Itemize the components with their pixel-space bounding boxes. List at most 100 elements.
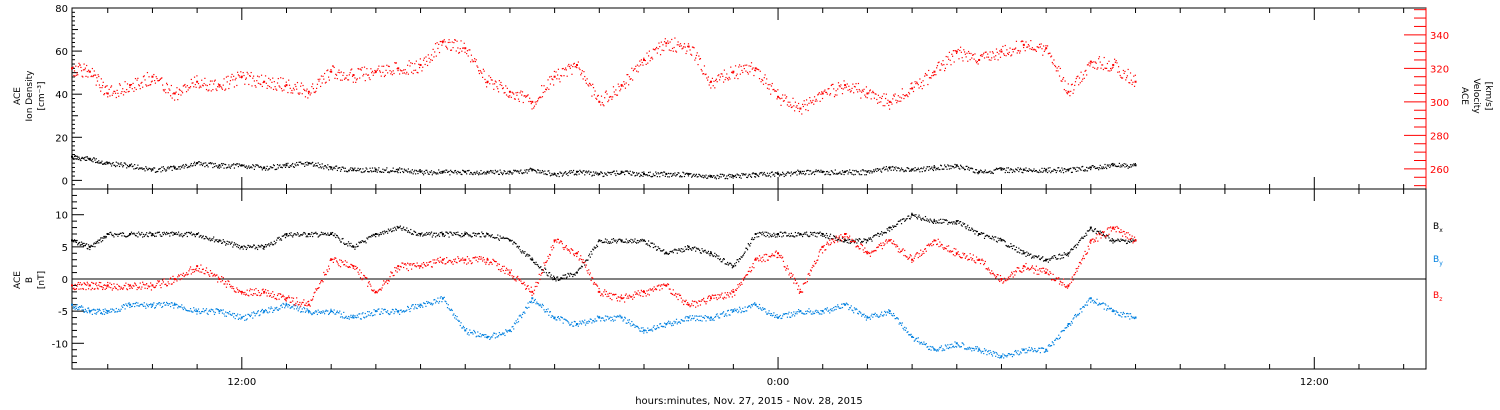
velocity-dot (1116, 62, 1118, 64)
bx-dot (550, 274, 552, 276)
bx-dot (1127, 240, 1129, 242)
ion-density-dot (891, 166, 893, 168)
ion-density-dot (372, 170, 374, 173)
ion-density-dot (397, 172, 399, 174)
ion-density-dot (1037, 171, 1039, 173)
velocity-dot (898, 100, 900, 102)
bx-dot (985, 235, 987, 237)
velocity-dot (522, 101, 524, 104)
velocity-dot (492, 83, 494, 85)
by-dot (188, 310, 190, 312)
velocity-dot (1007, 52, 1009, 55)
bx-dot (517, 247, 520, 249)
ion-density-dot (256, 164, 259, 166)
velocity-dot (761, 78, 763, 81)
bx-dot (150, 235, 153, 237)
ion-density-dot (679, 176, 681, 178)
velocity-dot (815, 98, 817, 100)
velocity-dot (1133, 85, 1136, 87)
bx-dot (93, 243, 95, 245)
bx-dot (855, 238, 857, 240)
by-dot (100, 311, 102, 314)
ion-density-dot (868, 170, 870, 172)
velocity-dot (110, 85, 113, 87)
by-dot (347, 315, 350, 318)
ion-density-dot (1114, 165, 1116, 167)
by-dot (228, 313, 230, 315)
by-dot (138, 305, 141, 307)
velocity-dot (248, 75, 251, 77)
ion-density-dot (220, 166, 222, 168)
by-dot (550, 316, 552, 318)
ion-density-dot (943, 168, 945, 170)
ion-density-dot (695, 173, 698, 175)
by-dot (471, 331, 473, 334)
ion-density-dot (289, 164, 291, 167)
ion-density-dot (544, 170, 546, 172)
bx-dot (936, 221, 939, 224)
by-dot (237, 318, 240, 320)
ion-density-dot (310, 163, 312, 165)
velocity-dot (215, 88, 217, 90)
bx-dot (496, 237, 498, 239)
ion-density-dot (670, 172, 672, 175)
ion-density-point (419, 170, 422, 173)
bx-dot (679, 250, 682, 252)
bx-dot (953, 221, 955, 223)
right-y-tick-label: 340 (1430, 31, 1449, 42)
by-dot (573, 320, 575, 323)
bx-dot (750, 242, 752, 245)
ion-density-dot (546, 173, 548, 176)
ion-density-dot (714, 177, 716, 179)
by-dot (324, 310, 326, 312)
ion-density-dot (826, 170, 828, 173)
by-dot (92, 309, 94, 311)
velocity-dot (197, 82, 200, 85)
by-dot (474, 332, 477, 334)
top-left-ylabel-line2: Ion Density (25, 70, 35, 122)
by-dot (639, 330, 641, 332)
ion-density-dot (256, 164, 258, 166)
velocity-dot (418, 66, 421, 69)
bx-dot (739, 258, 741, 260)
ion-density-dot (336, 169, 338, 172)
velocity-dot (475, 59, 477, 61)
ion-density-dot (746, 176, 748, 179)
by-dot (192, 311, 194, 313)
ion-density-dot (350, 167, 352, 169)
ion-density-dot (833, 173, 835, 175)
ion-density-dot (264, 169, 267, 171)
bx-dot (93, 242, 95, 244)
velocity-dot (813, 103, 815, 105)
by-dot (380, 311, 382, 313)
bx-dot (1094, 228, 1097, 230)
ion-density-dot (122, 166, 124, 168)
by-dot (628, 319, 631, 321)
ion-density-dot (820, 169, 822, 171)
bx-dot (471, 235, 473, 238)
bx-dot (929, 218, 931, 220)
ion-density-dot (459, 171, 461, 173)
ion-density-dot (594, 172, 596, 174)
ion-density-dot (297, 164, 299, 166)
velocity-dot (148, 76, 150, 78)
velocity-dot (782, 100, 785, 102)
ion-density-dot (551, 172, 553, 175)
ion-density-dot (358, 169, 360, 172)
ion-density-dot (561, 175, 563, 177)
by-dot (569, 324, 571, 326)
ion-density-dot (479, 173, 481, 175)
velocity-dot (1019, 52, 1021, 54)
bx-dot (368, 236, 370, 238)
velocity-dot (992, 52, 994, 54)
velocity-dot (811, 101, 813, 103)
velocity-dot (257, 82, 259, 84)
ion-density-dot (766, 175, 768, 177)
bx-dot (1031, 256, 1034, 258)
ion-density-dot (269, 166, 271, 168)
velocity-dot (316, 83, 319, 85)
bx-dot (122, 232, 125, 235)
by-point (486, 335, 489, 338)
by-dot (430, 302, 433, 304)
bx-dot (1052, 257, 1054, 259)
